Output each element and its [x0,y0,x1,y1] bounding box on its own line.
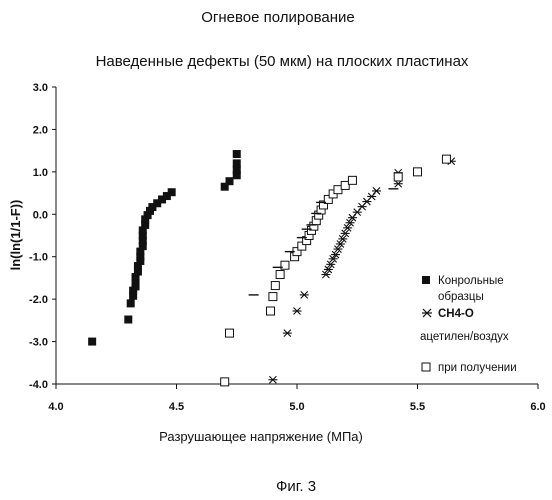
chart-legend: Конрольные образцы СН4-О ацетилен/воздух… [420,275,517,374]
chart-title: Огневое полирование [201,9,355,26]
y-tick-label: -1.0 [29,252,48,264]
figure-caption: Фиг. 3 [276,478,316,495]
data-point [414,168,422,176]
x-tick-label: 5.0 [289,401,304,413]
data-point [268,376,277,383]
y-tick-label: 1.0 [33,167,48,179]
data-point [394,173,402,181]
data-point [221,378,229,386]
y-axis-label: ln(ln(1/1-F)) [8,200,23,271]
legend-marker-control [422,276,430,284]
x-axis-label: Разрушающее напряжение (МПа) [159,429,363,444]
legend-label-as-received: при получении [438,362,517,374]
data-point [367,193,376,200]
data-point [300,291,309,298]
data-point [226,329,234,337]
chart-subtitle: Наведенные дефекты (50 мкм) на плоских п… [96,53,469,70]
data-point [127,299,135,307]
series-0 [88,150,241,346]
y-tick-label: -3.0 [29,337,48,349]
data-point [88,338,96,346]
x-tick-label: 4.5 [169,401,184,413]
legend-label-control-line1: Конрольные [438,275,504,287]
legend-note: ацетилен/воздух [420,331,509,343]
data-point [276,271,284,279]
data-point [358,203,367,210]
x-tick-label: 4.0 [48,401,63,413]
y-tick-label: 0.0 [33,209,48,221]
data-point [266,307,274,315]
data-point [353,209,362,216]
legend-label-ch4: СН4-О [438,308,474,320]
series-1 [268,158,455,384]
data-point [362,198,371,205]
legend-marker-ch4 [422,309,432,317]
y-tick-label: -2.0 [29,294,48,306]
data-point [269,293,277,301]
data-point [271,282,279,290]
y-tick-label: -4.0 [29,379,48,391]
legend-label-control-line2: образцы [438,291,484,303]
x-tick-label: 6.0 [530,401,545,413]
y-axis-ticks: 3.0 2.0 1.0 0.0 -1.0 -2.0 -3.0 -4.0 [29,82,56,391]
x-tick-label: 5.5 [410,401,425,413]
data-point [442,155,450,163]
data-point [233,159,241,167]
plot-marks [88,150,456,386]
data-point [124,316,132,324]
data-point [283,330,292,337]
data-point [348,176,356,184]
y-tick-label: 3.0 [33,82,48,94]
data-point [226,177,234,185]
x-axis-ticks: 4.0 4.5 5.0 5.5 6.0 [48,384,545,413]
legend-marker-as-received [422,363,430,371]
y-tick-label: 2.0 [33,124,48,136]
series-2 [221,155,451,386]
data-point [293,308,302,315]
data-point [233,150,241,158]
data-point [372,187,381,194]
data-point [168,188,176,196]
